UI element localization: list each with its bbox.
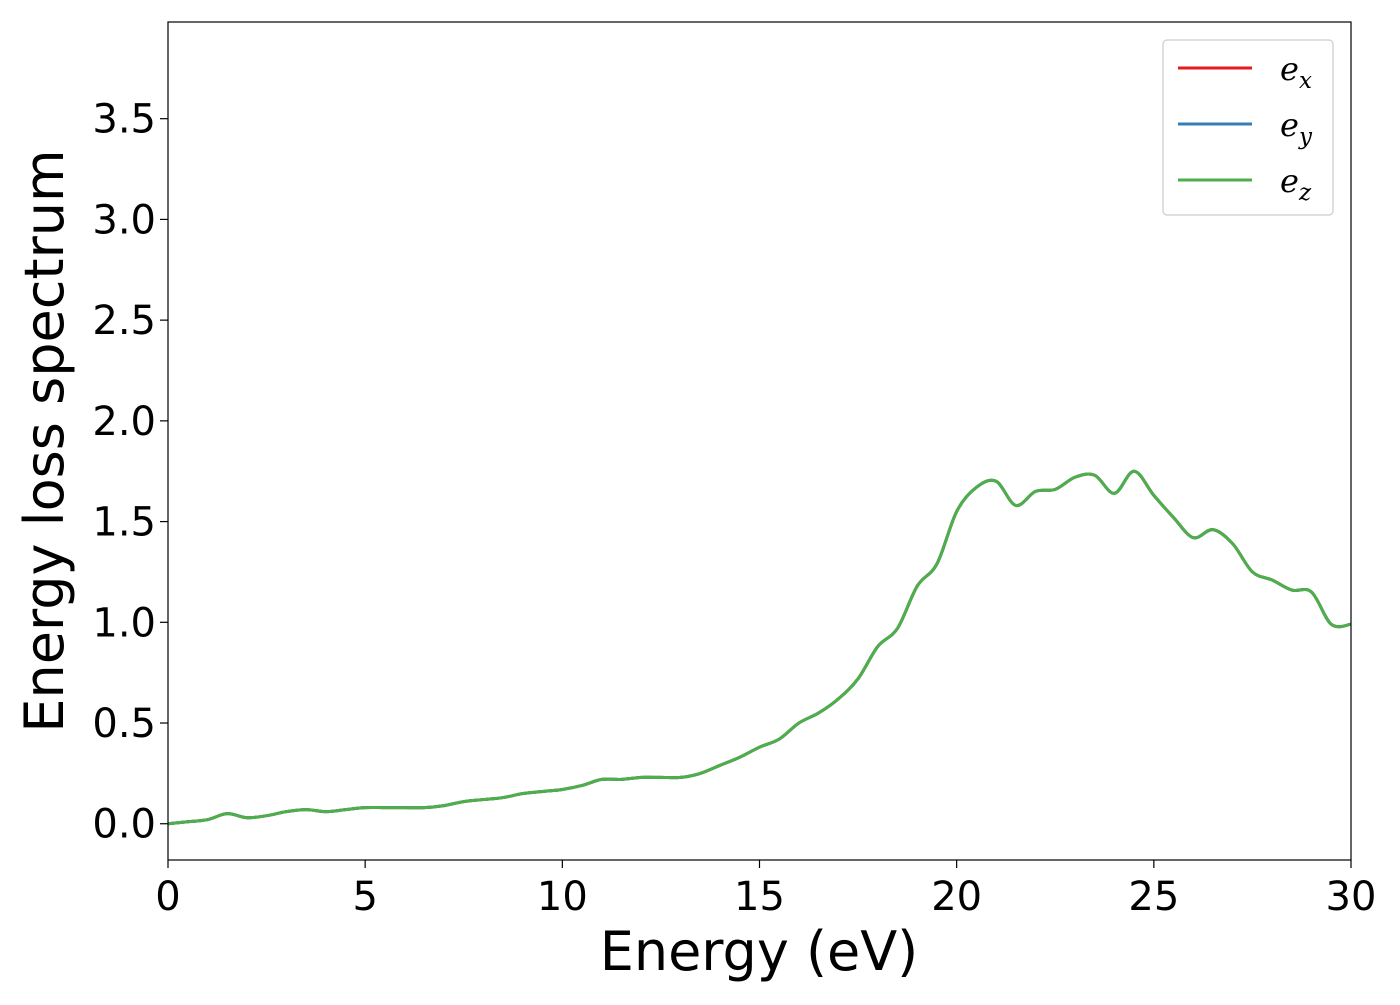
series-line-z (167, 469, 1352, 826)
y-tick-label: 2.5 (92, 298, 156, 344)
x-tick-label: 20 (931, 874, 982, 920)
series-line-x (167, 469, 1352, 826)
y-tick-label: 1.5 (92, 500, 156, 546)
y-axis-label: Energy loss spectrum (13, 149, 76, 732)
y-tick-label: 0.0 (92, 802, 156, 848)
legend-subscript: z (1298, 180, 1312, 206)
y-tick-label: 3.5 (92, 97, 156, 143)
y-axis-ticks: 0.0 0.5 1.0 1.5 2.0 2.5 3.0 3.5 (92, 97, 168, 848)
x-axis-ticks: 0 5 10 15 20 25 30 (155, 860, 1376, 920)
legend-subscript: y (1298, 124, 1313, 150)
x-axis-label: Energy (eV) (600, 920, 919, 983)
legend-symbol: e (1280, 106, 1299, 144)
x-tick-label: 15 (734, 874, 785, 920)
x-tick-label: 10 (537, 874, 588, 920)
y-tick-label: 1.0 (92, 600, 156, 646)
legend-label-z: ez (1280, 162, 1312, 206)
x-tick-label: 30 (1326, 874, 1377, 920)
legend-label-x: ex (1280, 50, 1312, 94)
legend-symbol: e (1280, 162, 1299, 200)
legend-subscript: x (1299, 68, 1312, 94)
x-tick-label: 0 (155, 874, 180, 920)
series-layer (167, 469, 1352, 826)
y-tick-label: 2.0 (92, 399, 156, 445)
legend-symbol: e (1280, 50, 1299, 88)
y-tick-label: 0.5 (92, 701, 156, 747)
x-tick-label: 5 (352, 874, 377, 920)
x-tick-label: 25 (1128, 874, 1179, 920)
legend-box (1162, 39, 1334, 216)
y-tick-label: 3.0 (92, 197, 156, 243)
series-line-y (167, 469, 1352, 826)
legend-label-y: ey (1280, 106, 1313, 150)
